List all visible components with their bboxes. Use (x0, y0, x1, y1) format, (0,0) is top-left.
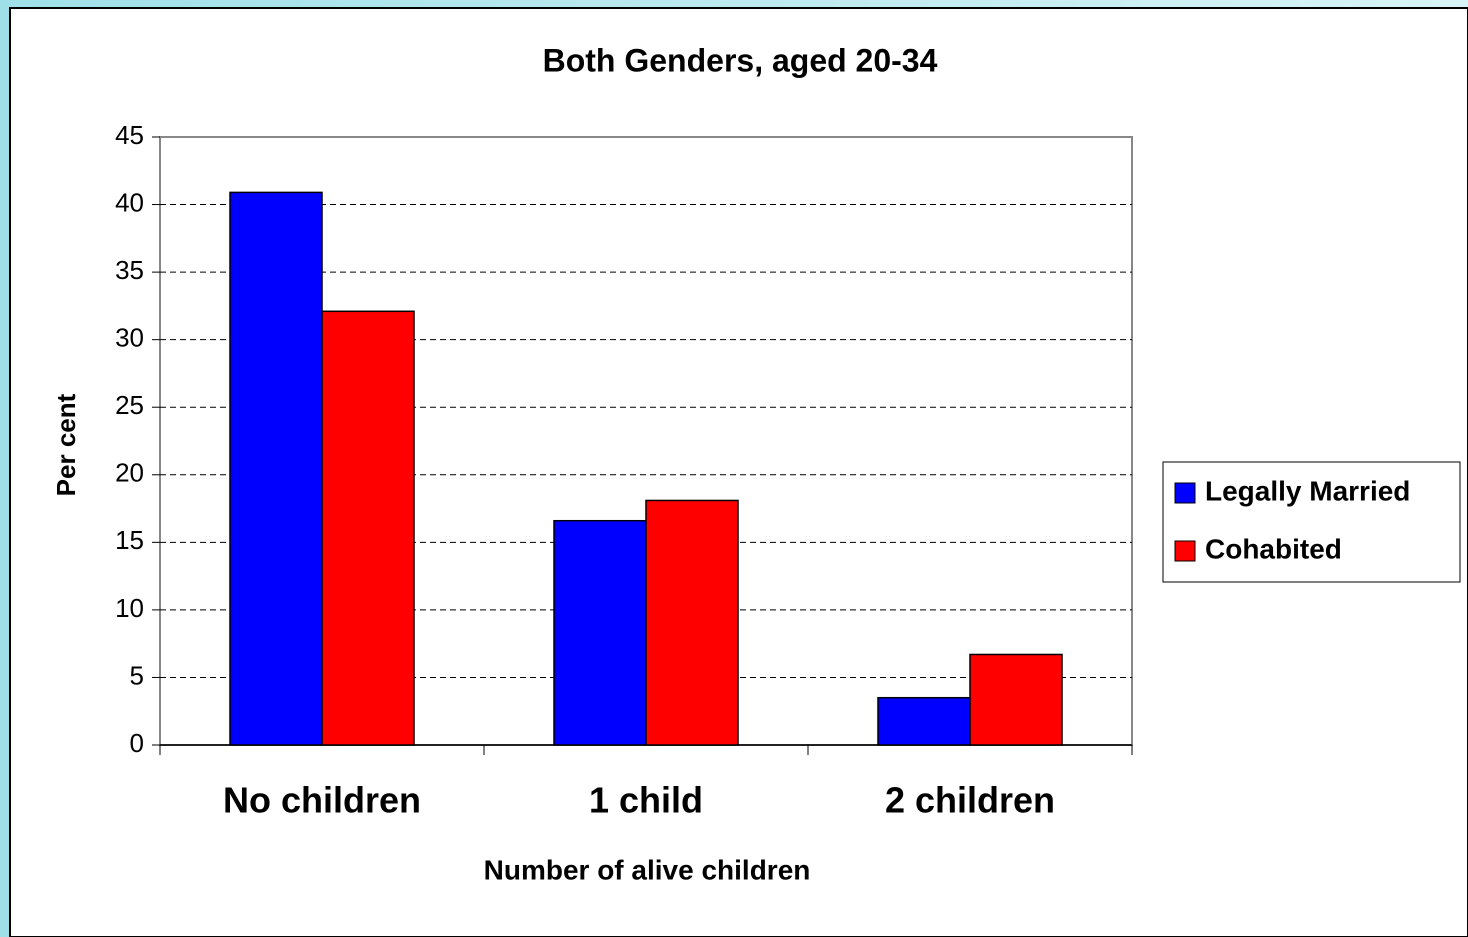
y-tick-label: 30 (115, 323, 144, 353)
y-tick-label: 35 (115, 255, 144, 285)
y-tick-label: 45 (115, 120, 144, 150)
legend-swatch (1174, 540, 1196, 562)
legend-swatch (1174, 482, 1196, 504)
x-axis-title: Number of alive children (484, 854, 811, 885)
bar (969, 653, 1063, 746)
y-tick-label: 5 (130, 660, 144, 690)
bar (553, 519, 647, 746)
y-tick-label: 15 (115, 525, 144, 555)
bar (229, 191, 323, 746)
legend-label: Legally Married (1205, 475, 1410, 506)
legend-box (1162, 461, 1461, 583)
x-tick-label: No children (223, 780, 421, 821)
y-tick-label: 40 (115, 187, 144, 217)
x-tick-label: 2 children (885, 780, 1055, 821)
y-tick-label: 10 (115, 593, 144, 623)
bar (877, 696, 971, 746)
y-axis-title: Per cent (51, 393, 81, 496)
y-tick-label: 25 (115, 390, 144, 420)
x-tick-label: 1 child (589, 780, 703, 821)
bar (321, 310, 415, 746)
y-tick-label: 0 (130, 728, 144, 758)
bar (645, 499, 739, 746)
legend-label: Cohabited (1205, 533, 1342, 564)
y-tick-label: 20 (115, 458, 144, 488)
chart-title: Both Genders, aged 20-34 (543, 42, 938, 78)
